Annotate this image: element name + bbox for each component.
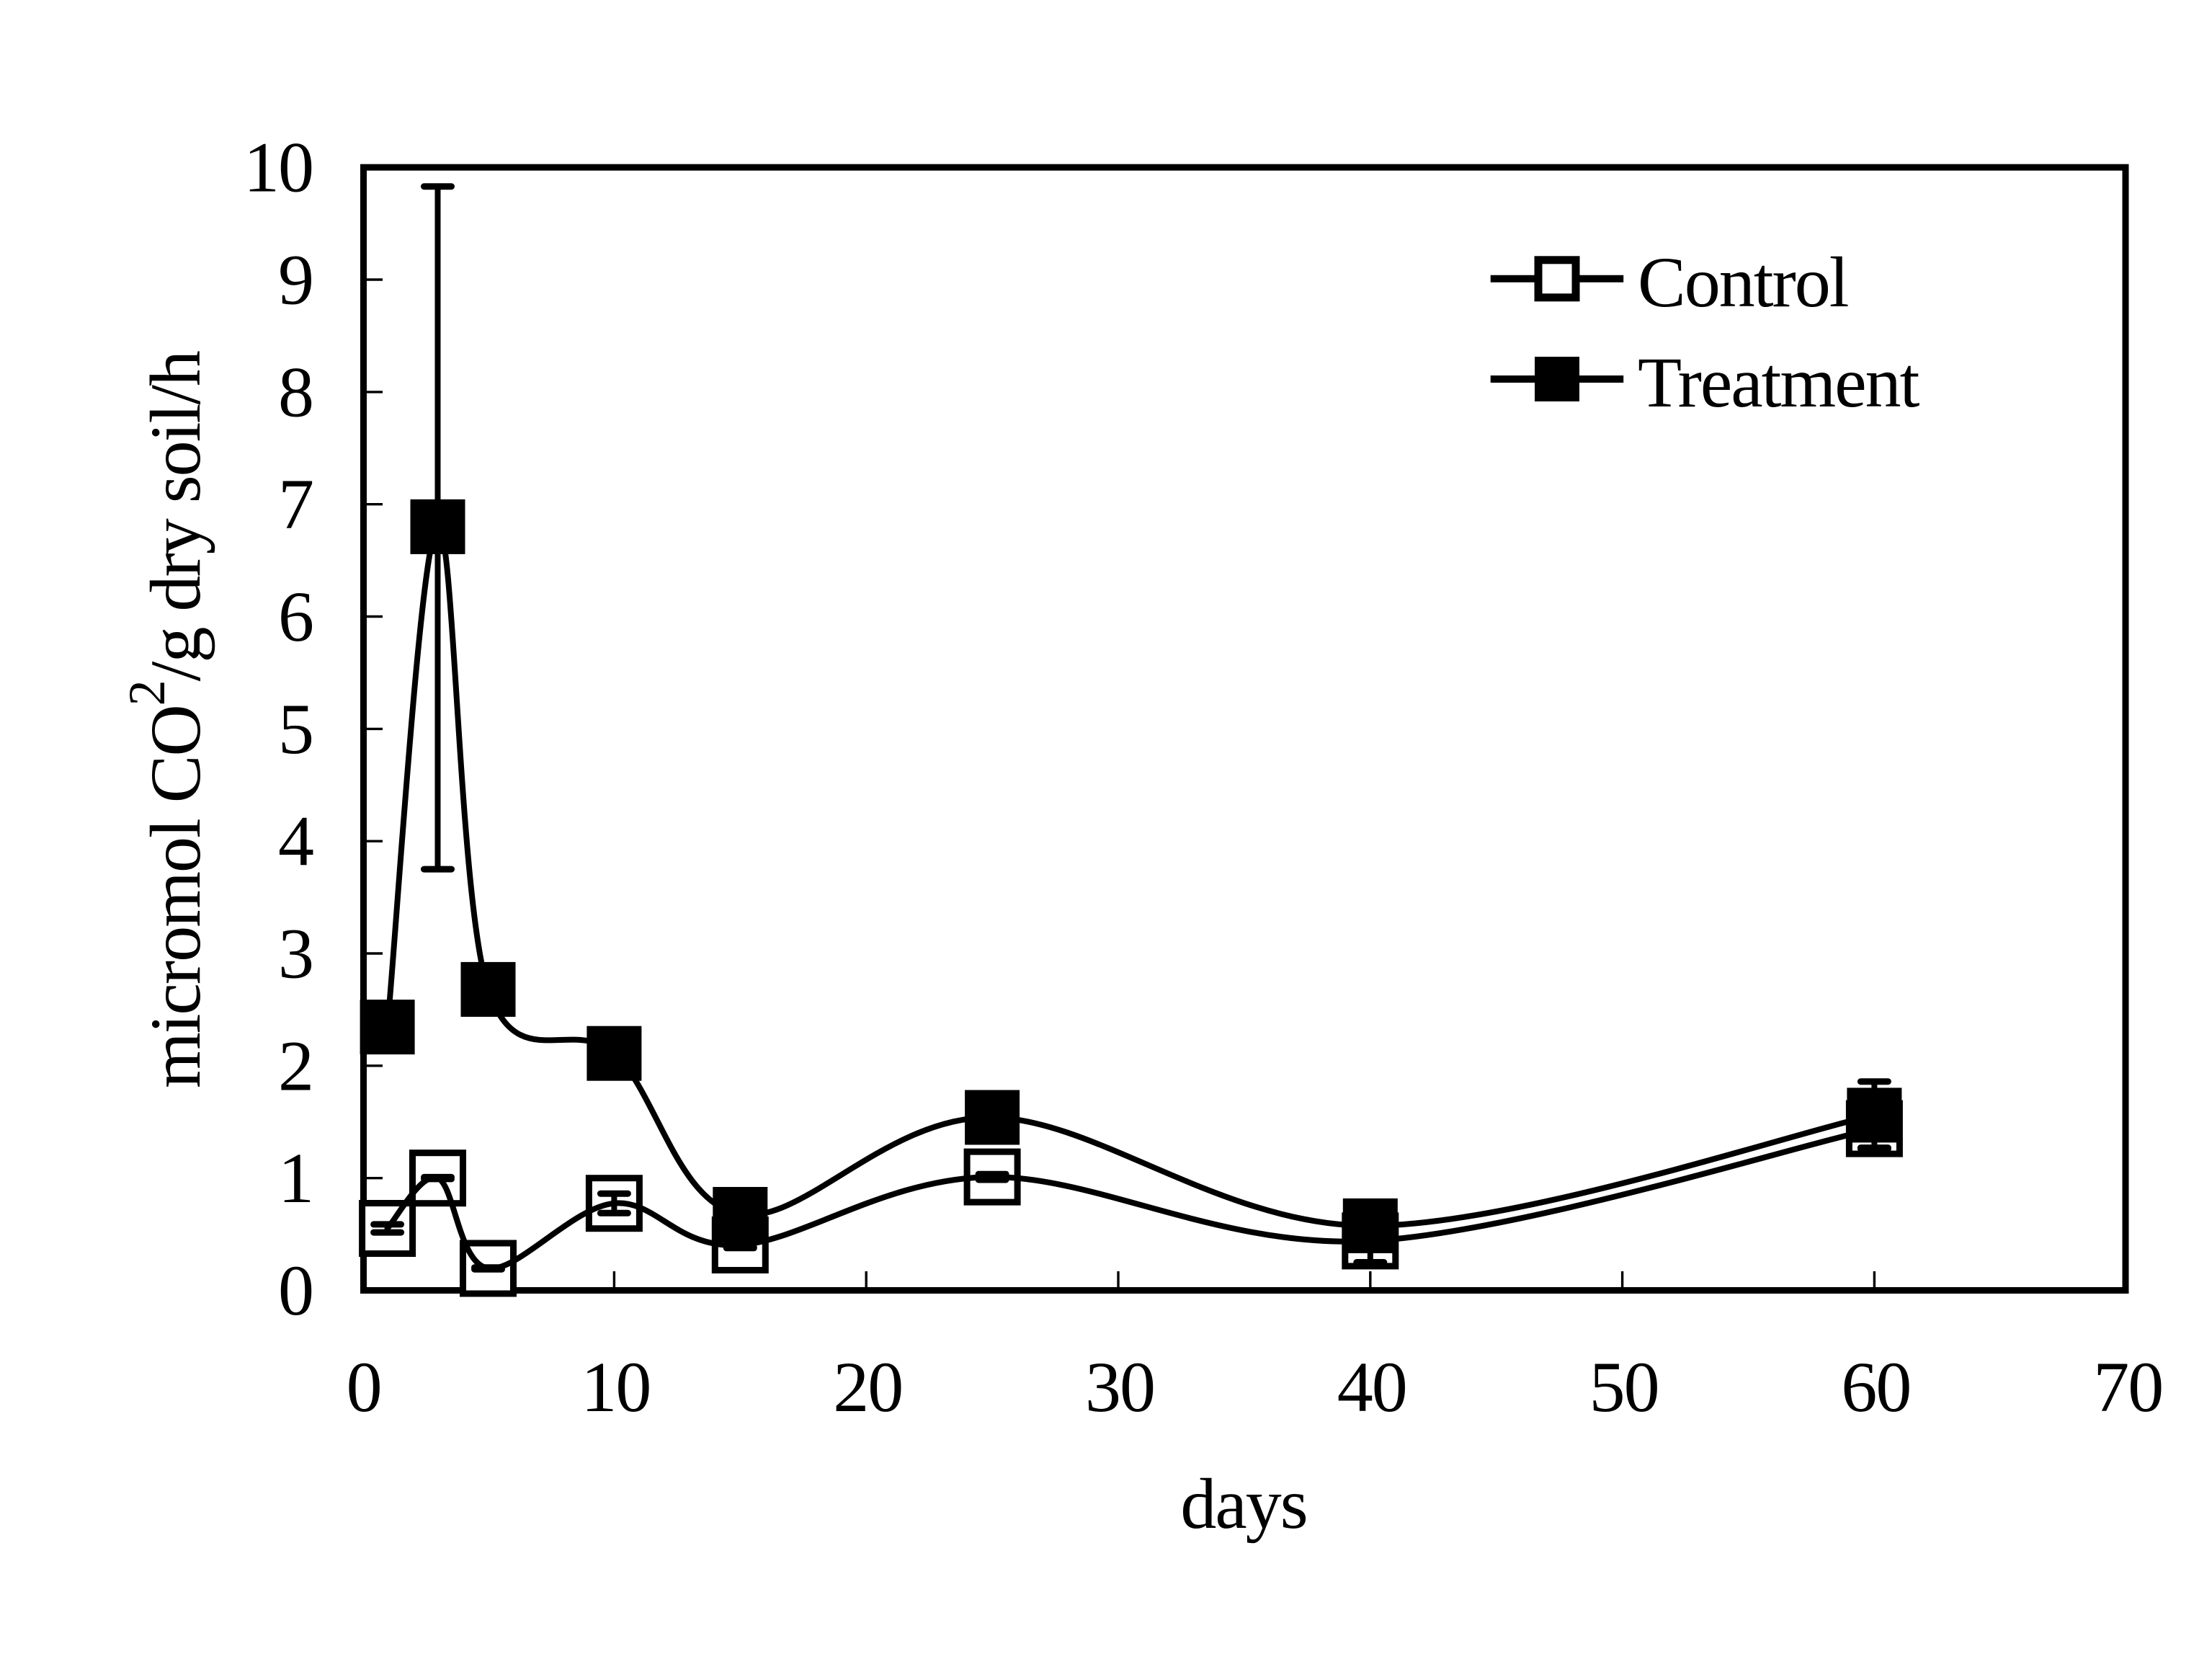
svg-text:60: 60 [1841, 1347, 1910, 1427]
svg-text:3: 3 [278, 914, 313, 994]
svg-text:Treatment: Treatment [1638, 342, 1920, 422]
svg-text:1: 1 [278, 1138, 313, 1218]
svg-text:20: 20 [833, 1347, 902, 1427]
svg-text:10: 10 [244, 128, 313, 208]
svg-text:10: 10 [581, 1347, 650, 1427]
svg-text:0: 0 [278, 1250, 313, 1330]
svg-text:30: 30 [1085, 1347, 1154, 1427]
svg-text:2: 2 [278, 1026, 313, 1106]
svg-text:9: 9 [278, 240, 313, 320]
svg-text:5: 5 [278, 689, 313, 769]
svg-text:50: 50 [1589, 1347, 1659, 1427]
svg-text:Control: Control [1638, 242, 1848, 322]
svg-text:40: 40 [1337, 1347, 1406, 1427]
svg-text:days: days [1180, 1464, 1306, 1544]
svg-text:0: 0 [347, 1347, 381, 1427]
svg-text:7: 7 [278, 464, 313, 544]
svg-text:4: 4 [278, 801, 313, 881]
svg-text:8: 8 [278, 352, 313, 432]
svg-text:70: 70 [2093, 1347, 2162, 1427]
svg-text:6: 6 [278, 577, 313, 657]
